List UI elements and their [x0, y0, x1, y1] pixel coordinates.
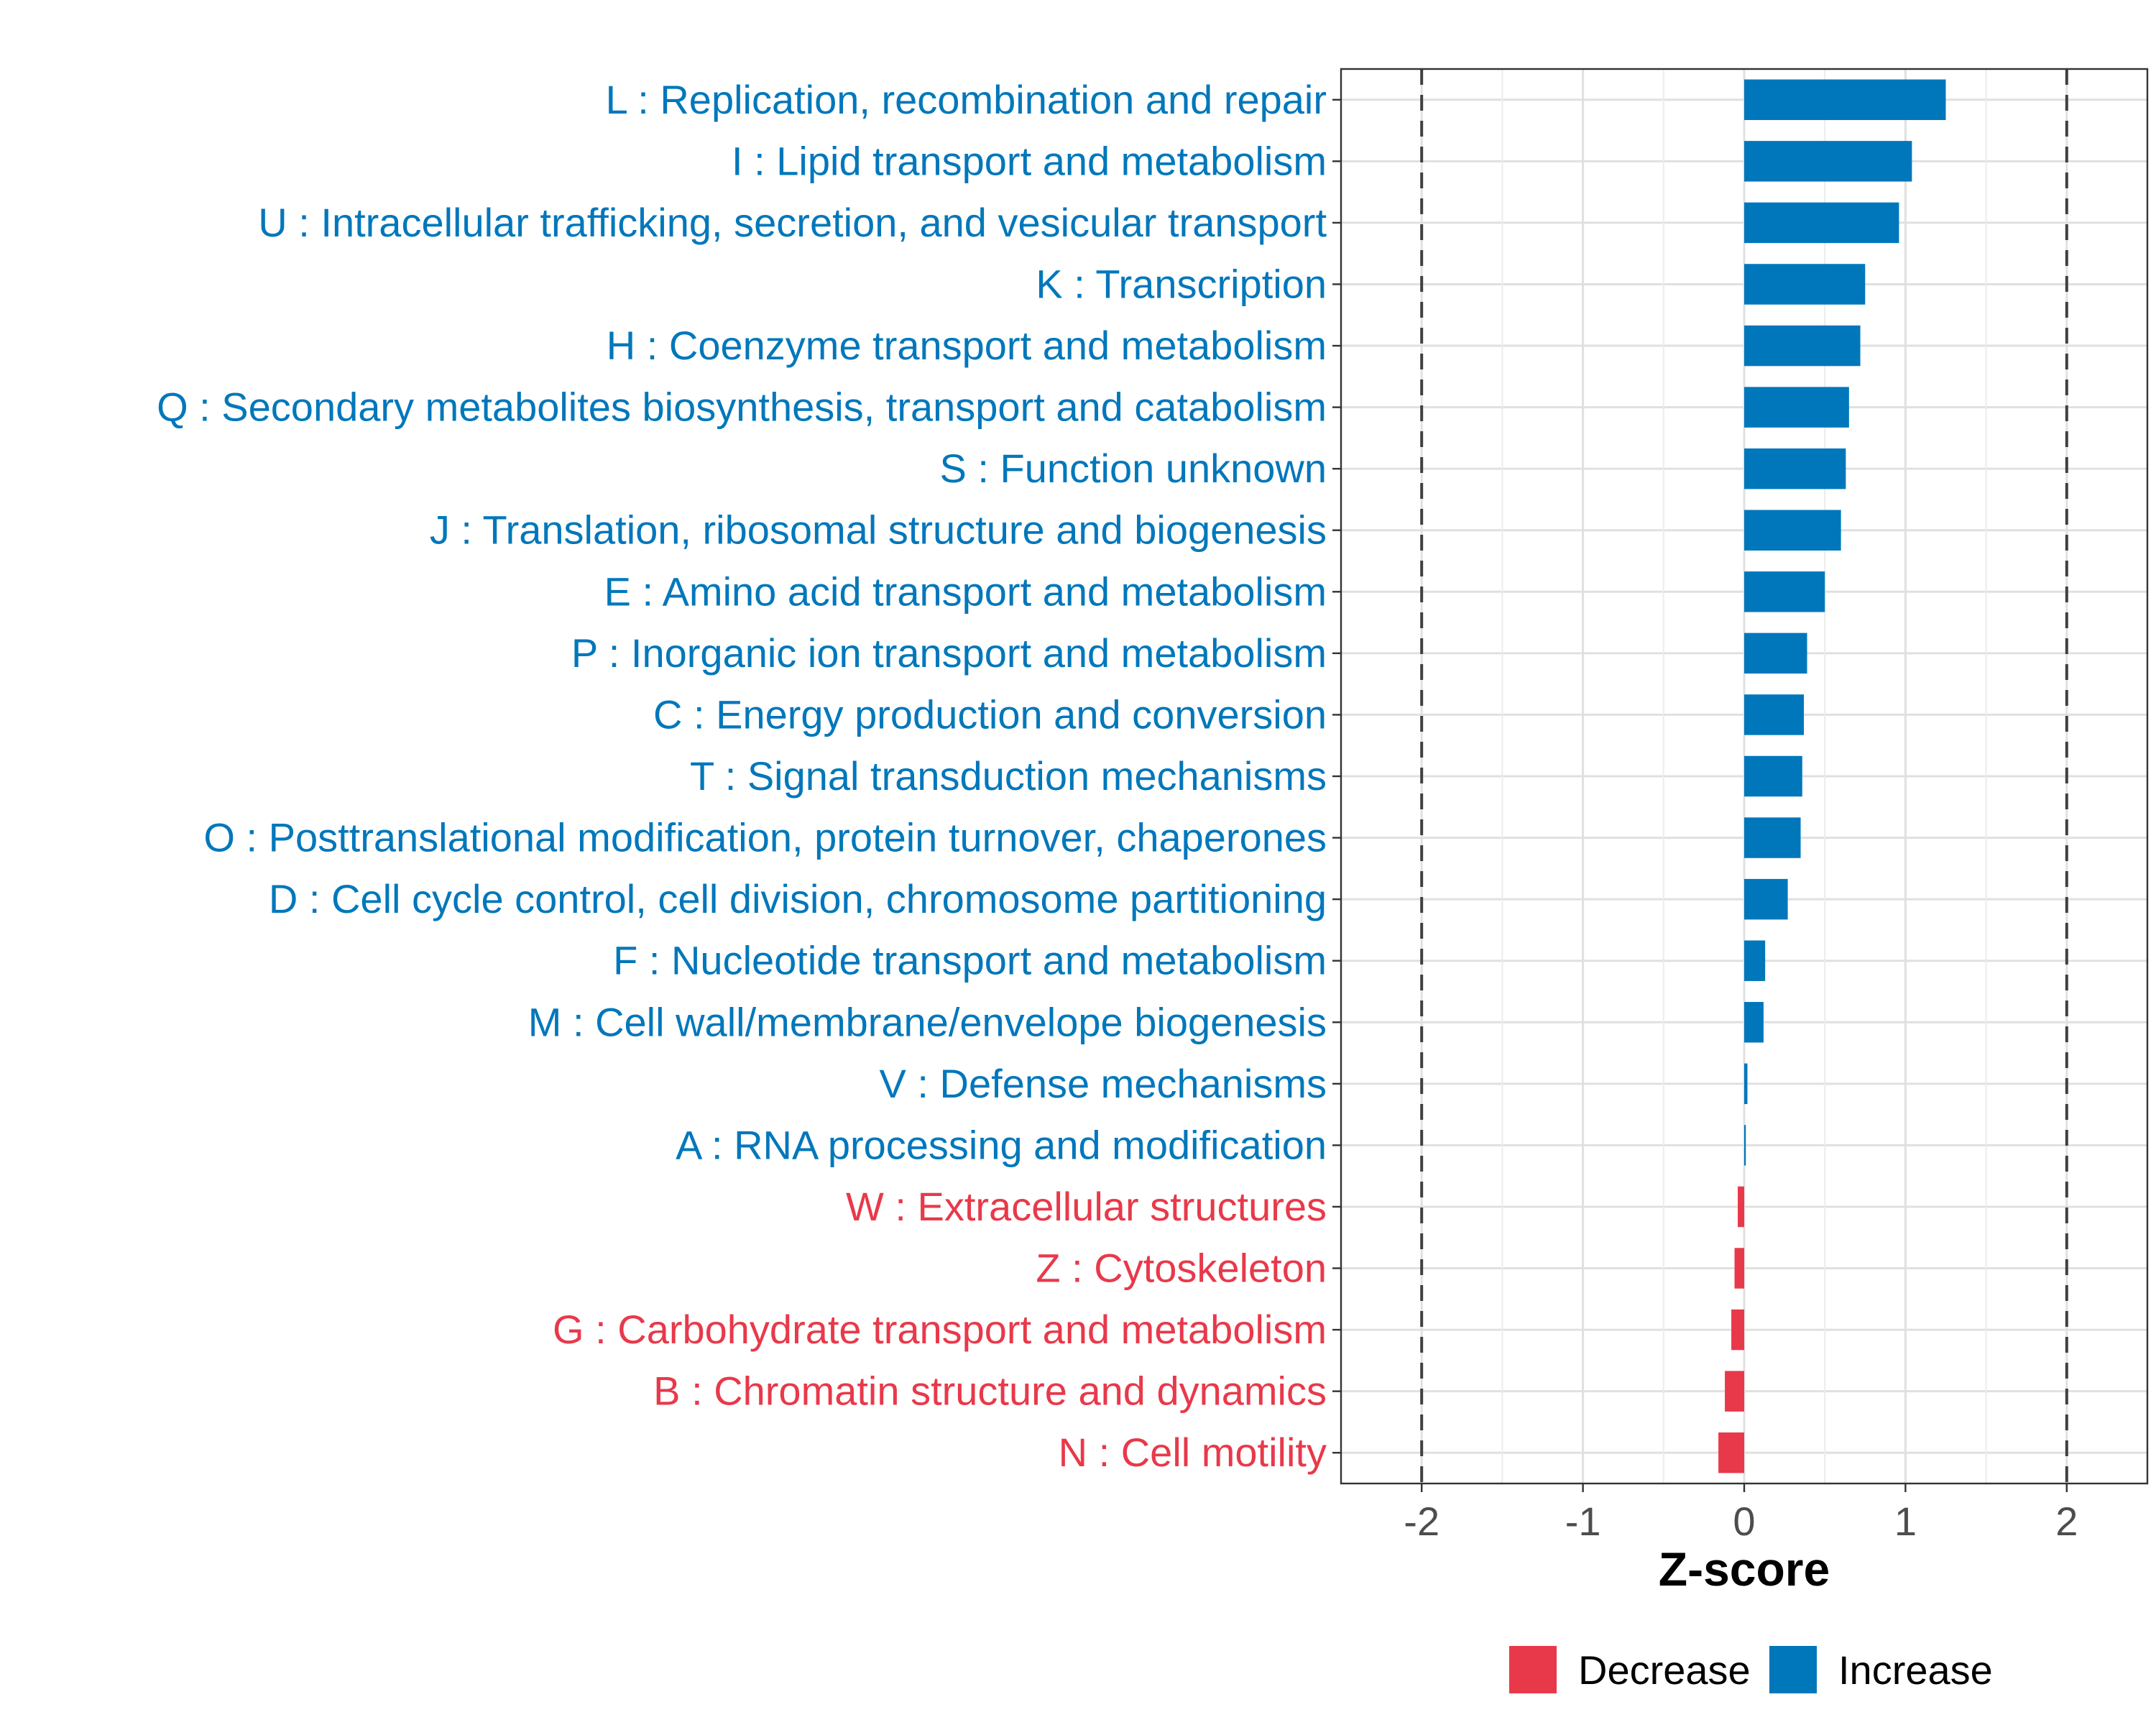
category-label: L : Replication, recombination and repai… [606, 77, 1327, 122]
reference-lines [1420, 69, 2068, 1484]
bar [1744, 571, 1825, 612]
y-axis-ticks [1332, 98, 1341, 1454]
bar [1718, 1432, 1744, 1473]
bar [1744, 510, 1841, 551]
x-axis-ticks [1420, 1484, 2068, 1492]
category-label: J : Translation, ribosomal structure and… [430, 507, 1327, 553]
legend-label-increase: Increase [1838, 1647, 1993, 1693]
category-label: W : Extracellular structures [846, 1184, 1327, 1229]
category-label: O : Posttranslational modification, prot… [203, 815, 1327, 860]
bar [1744, 325, 1861, 367]
bar [1731, 1309, 1744, 1351]
legend-swatch-decrease [1509, 1646, 1557, 1693]
category-label: H : Coenzyme transport and metabolism [607, 323, 1327, 368]
bar [1744, 694, 1805, 735]
bar [1744, 387, 1849, 428]
category-label: B : Chromatin structure and dynamics [653, 1368, 1327, 1414]
category-label: D : Cell cycle control, cell division, c… [269, 876, 1327, 921]
category-label: E : Amino acid transport and metabolism [604, 569, 1327, 614]
x-tick-label: -2 [1404, 1499, 1439, 1544]
category-label: I : Lipid transport and metabolism [732, 138, 1327, 183]
legend-swatch-increase [1769, 1646, 1817, 1693]
bar [1744, 448, 1846, 489]
category-label: K : Transcription [1036, 261, 1327, 306]
bar [1744, 632, 1807, 674]
x-tick-label: -1 [1565, 1499, 1601, 1544]
legend-label-decrease: Decrease [1578, 1647, 1751, 1693]
bar [1744, 1063, 1748, 1105]
category-label: A : RNA processing and modification [676, 1122, 1327, 1167]
bar [1725, 1371, 1744, 1412]
bar [1744, 202, 1899, 244]
bar [1744, 817, 1801, 858]
category-labels: L : Replication, recombination and repai… [157, 77, 1327, 1475]
x-tick-labels: -2 -1 0 1 2 [1404, 1499, 2078, 1544]
category-label: T : Signal transduction mechanisms [690, 753, 1327, 799]
bar [1744, 141, 1912, 182]
category-label: C : Energy production and conversion [653, 691, 1327, 737]
category-label: G : Carbohydrate transport and metabolis… [553, 1307, 1327, 1352]
legend: Decrease Increase [1509, 1646, 1993, 1693]
category-label: M : Cell wall/membrane/envelope biogenes… [528, 999, 1327, 1044]
x-tick-label: 0 [1733, 1499, 1755, 1544]
category-label: V : Defense mechanisms [880, 1061, 1327, 1106]
bar [1734, 1248, 1744, 1289]
bar [1744, 940, 1766, 981]
bar [1744, 1125, 1746, 1166]
x-axis-title: Z-score [1659, 1542, 1830, 1596]
bar [1744, 878, 1788, 920]
category-label: F : Nucleotide transport and metabolism [613, 938, 1327, 983]
category-label: P : Inorganic ion transport and metaboli… [571, 630, 1327, 676]
category-label: S : Function unknown [939, 446, 1327, 491]
category-label: U : Intracellular trafficking, secretion… [258, 200, 1327, 245]
category-label: Q : Secondary metabolites biosynthesis, … [157, 385, 1327, 430]
bars [1718, 79, 1946, 1473]
bar [1744, 755, 1802, 797]
bar [1738, 1186, 1744, 1228]
x-tick-label: 1 [1894, 1499, 1917, 1544]
bar [1744, 1002, 1764, 1043]
category-label: N : Cell motility [1059, 1430, 1327, 1475]
category-label: Z : Cytoskeleton [1036, 1246, 1327, 1291]
bar [1744, 79, 1946, 121]
x-tick-label: 2 [2055, 1499, 2078, 1544]
bar [1744, 264, 1866, 305]
